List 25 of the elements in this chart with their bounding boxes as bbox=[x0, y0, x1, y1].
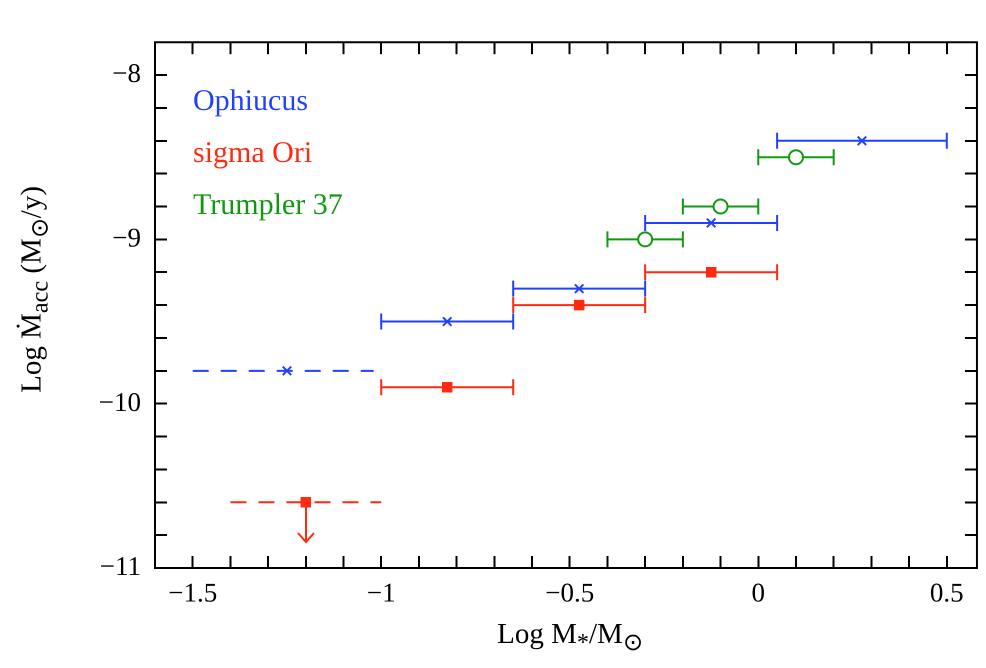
point bbox=[637, 231, 654, 248]
text: sigma Ori bbox=[193, 136, 312, 170]
y-tick-label: −9 bbox=[112, 222, 141, 252]
x-tick-label: −0.5 bbox=[545, 577, 594, 608]
x-tick-label: 0.5 bbox=[930, 577, 964, 608]
point bbox=[856, 136, 868, 146]
point bbox=[574, 283, 584, 294]
point bbox=[282, 366, 292, 376]
point bbox=[300, 497, 312, 508]
point bbox=[442, 382, 452, 392]
point bbox=[712, 198, 729, 215]
x-tick-label: −1.5 bbox=[168, 577, 218, 608]
point bbox=[788, 149, 804, 166]
y-tick-label: −8 bbox=[112, 58, 141, 88]
x-axis-title: Log M$_{*}$/M$_{⊙}$ bbox=[496, 618, 644, 657]
y-tick-label: −11 bbox=[100, 551, 141, 582]
text: Trumpler 37 bbox=[193, 188, 343, 222]
point bbox=[706, 266, 716, 278]
y-tick-label: −10 bbox=[98, 386, 141, 417]
text: Ophiucus bbox=[193, 84, 308, 118]
x-tick-label: −1 bbox=[366, 577, 396, 608]
point bbox=[442, 316, 452, 327]
point bbox=[574, 300, 584, 310]
point bbox=[706, 218, 716, 228]
x-tick-label: 0 bbox=[752, 577, 766, 608]
